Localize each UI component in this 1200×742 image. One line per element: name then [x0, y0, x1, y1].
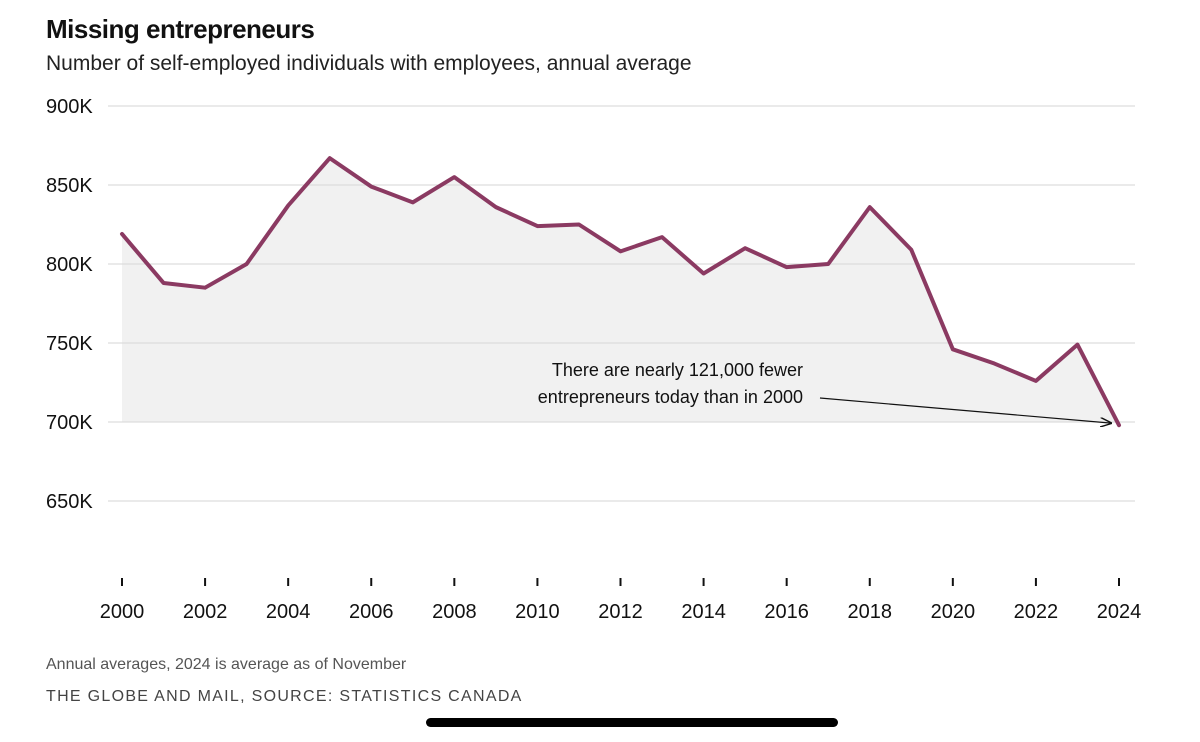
- x-tick-label: 2014: [681, 601, 726, 623]
- x-tick-label: 2016: [764, 601, 809, 623]
- x-tick-label: 2022: [1014, 601, 1059, 623]
- y-tick-label: 800K: [46, 254, 93, 276]
- chart-title: Missing entrepreneurs: [46, 14, 315, 44]
- annotation-arrow: [819, 397, 1111, 423]
- y-tick-label: 900K: [46, 96, 93, 118]
- y-tick-label: 850K: [46, 175, 93, 197]
- x-tick-label: 2020: [931, 601, 976, 623]
- x-tick-label: 2008: [432, 601, 477, 623]
- source-credit: THE GLOBE AND MAIL, SOURCE: STATISTICS C…: [46, 688, 523, 705]
- chart-subtitle: Number of self-employed individuals with…: [46, 52, 692, 75]
- y-tick-label: 700K: [46, 412, 93, 434]
- series-line: [120, 156, 1121, 428]
- x-tick-label: 2006: [349, 601, 394, 623]
- line-chart: 900K 850K 800K 750K 700K 650K 2000 2002 2004 2006…: [46, 96, 1142, 623]
- x-tick-label: 2004: [266, 601, 311, 623]
- y-tick-label: 750K: [46, 333, 93, 355]
- annotation-line-1: There are nearly 121,000 fewer: [552, 360, 803, 380]
- area-fill: [122, 158, 1119, 426]
- x-tick-label: 2010: [515, 601, 560, 623]
- x-tick-label: 2024: [1097, 601, 1142, 623]
- x-tick-label: 2018: [848, 601, 893, 623]
- x-tick-label: 2012: [598, 601, 643, 623]
- annotation-line-2: entrepreneurs today than in 2000: [538, 387, 803, 407]
- x-tick-label: 2000: [100, 601, 145, 623]
- y-tick-label: 650K: [46, 491, 93, 513]
- home-indicator: [426, 718, 838, 727]
- footnote: Annual averages, 2024 is average as of N…: [46, 656, 407, 673]
- x-tick-label: 2002: [183, 601, 228, 623]
